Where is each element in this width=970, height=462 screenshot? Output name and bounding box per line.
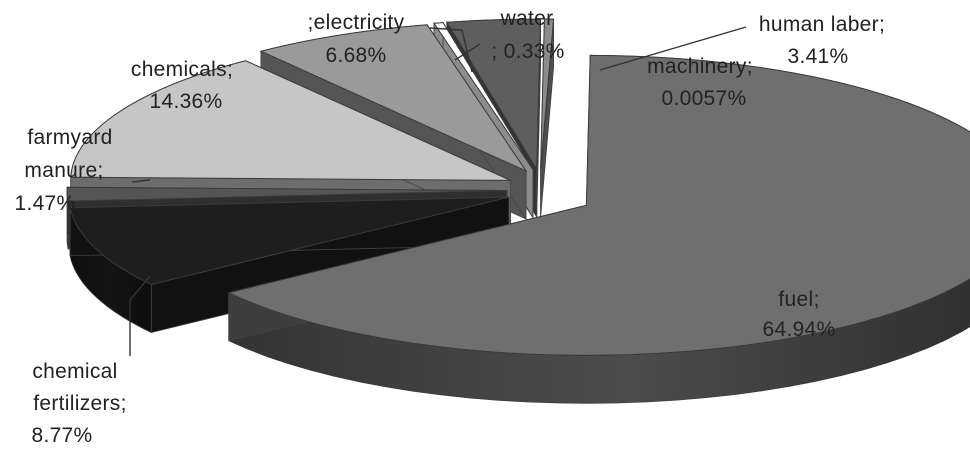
- slice-machinery: [540, 18, 555, 218]
- slice-label-human-laber: human laber;: [759, 13, 885, 36]
- slice-label-chemical-fertilizers-line2: fertilizers;: [33, 392, 126, 415]
- leader-line-0: [129, 275, 151, 356]
- slice-value-farmyard-manure: 1.47%: [14, 192, 75, 215]
- slice-label-fuel: fuel;: [778, 288, 819, 311]
- slice-top-human-laber: [445, 18, 542, 171]
- slice-value-chemical-fertilizers: 8.77%: [31, 424, 92, 447]
- slice-value-human-laber: 3.41%: [787, 45, 848, 68]
- label-chemical-fertilizers: chemical fertilizers; 8.77%: [31, 360, 126, 447]
- pie-slices: [66, 18, 970, 404]
- slice-label-farmyard-manure-line1: farmyard: [27, 126, 112, 149]
- slice-label-water: water: [500, 7, 554, 30]
- slice-label-farmyard-manure-line2: manure;: [24, 159, 103, 182]
- label-chemicals: chemicals; 14.36%: [131, 58, 233, 113]
- slice-side-shade-chemical-fertilizers: [70, 207, 152, 333]
- slice-label-machinery: machinery;: [647, 55, 753, 78]
- slice-label-chemical-fertilizers-line1: chemical: [32, 360, 117, 383]
- label-machinery: machinery; 0.0057%: [647, 55, 753, 110]
- slice-value-chemicals: 14.36%: [149, 90, 222, 113]
- label-water: water ; 0.33%: [491, 7, 564, 63]
- slice-top-electricity: [259, 24, 528, 173]
- label-human-laber: human laber; 3.41%: [759, 13, 885, 68]
- slice-value-machinery: 0.0057%: [661, 87, 746, 110]
- slice-label-electricity: ;electricity: [308, 11, 405, 34]
- slice-top-chemicals: [70, 60, 511, 181]
- slice-top-fuel: [227, 54, 970, 356]
- slice-fuel: [227, 54, 970, 404]
- slice-top-water: [433, 22, 534, 170]
- leader-line-3: [599, 26, 747, 71]
- leader-lines: [129, 26, 747, 356]
- label-electricity: ;electricity 6.68%: [308, 11, 405, 67]
- slice-top-farmyard-manure: [66, 186, 508, 202]
- slice-value-fuel: 64.94%: [762, 318, 835, 341]
- leader-line-1: [131, 179, 151, 183]
- slice-label-chemicals: chemicals;: [131, 58, 233, 81]
- slice-value-water: ; 0.33%: [491, 40, 564, 63]
- slice-top-machinery: [540, 18, 555, 170]
- leader-line-4: [454, 43, 481, 61]
- slice-value-electricity: 6.68%: [325, 44, 386, 67]
- leader-line-2: [429, 27, 473, 73]
- label-farmyard-manure: farmyard manure; 1.47%: [14, 126, 112, 215]
- label-fuel: fuel; 64.94%: [762, 288, 835, 341]
- slice-top-chemical-fertilizers: [69, 196, 510, 286]
